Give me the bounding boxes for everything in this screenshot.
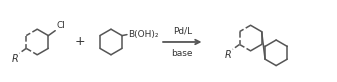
Text: base: base xyxy=(172,49,193,58)
Text: +: + xyxy=(74,36,85,48)
Text: B(OH)₂: B(OH)₂ xyxy=(128,30,158,39)
Text: Cl: Cl xyxy=(56,21,65,30)
Text: R: R xyxy=(225,50,232,60)
Text: R: R xyxy=(11,54,18,64)
Text: Pd/L: Pd/L xyxy=(173,26,192,35)
